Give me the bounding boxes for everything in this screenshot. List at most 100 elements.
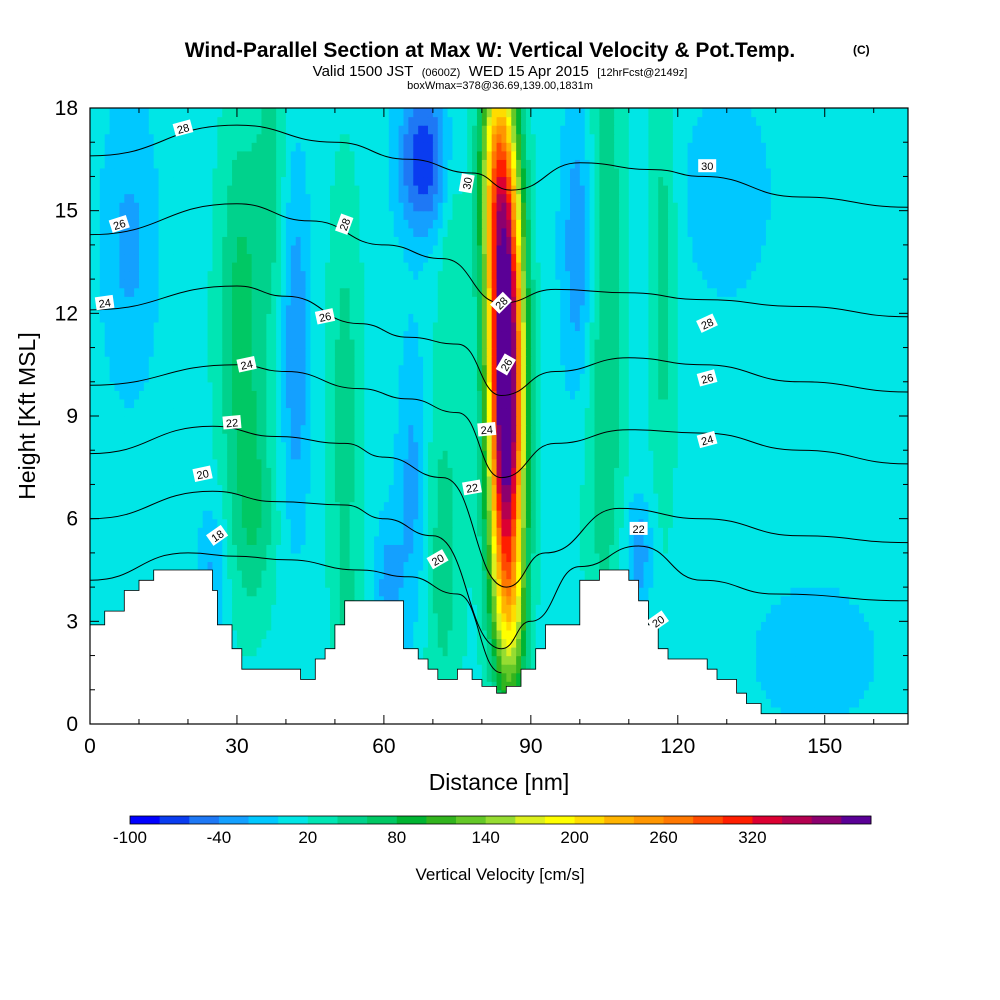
velocity-cell: [770, 561, 777, 571]
velocity-cell: [844, 647, 850, 657]
velocity-cell: [712, 552, 718, 563]
velocity-cell: [868, 518, 875, 528]
velocity-cell: [555, 612, 561, 622]
velocity-cell: [712, 484, 718, 494]
velocity-cell: [648, 595, 654, 605]
velocity-cell: [481, 629, 488, 640]
velocity-cell: [765, 612, 772, 622]
velocity-cell: [232, 527, 238, 537]
velocity-cell: [672, 638, 679, 648]
velocity-cell: [109, 518, 116, 528]
velocity-cell: [476, 527, 483, 537]
velocity-cell: [276, 527, 282, 537]
velocity-cell: [481, 578, 488, 588]
velocity-cell: [761, 681, 767, 691]
velocity-cell: [393, 510, 400, 520]
velocity-cell: [731, 578, 738, 588]
velocity-cell: [741, 621, 747, 631]
velocity-cell: [814, 595, 821, 605]
velocity-cell: [104, 552, 111, 563]
velocity-cell: [486, 655, 493, 665]
velocity-cell: [452, 475, 458, 486]
velocity-cell: [423, 484, 429, 494]
velocity-cell: [751, 621, 757, 631]
velocity-cell: [648, 552, 654, 563]
velocity-cell: [844, 629, 850, 640]
velocity-cell: [232, 535, 238, 545]
velocity-cell: [516, 493, 522, 503]
velocity-cell: [143, 527, 150, 537]
velocity-cell: [163, 510, 169, 520]
velocity-cell: [330, 475, 336, 486]
velocity-cell: [810, 706, 816, 717]
velocity-cell: [868, 493, 875, 503]
velocity-cell: [330, 493, 336, 503]
velocity-cell: [829, 552, 836, 563]
velocity-cell: [716, 587, 723, 597]
velocity-cell: [295, 544, 302, 554]
velocity-cell: [271, 510, 277, 520]
velocity-cell: [844, 493, 850, 503]
velocity-cell: [540, 612, 547, 622]
velocity-cell: [888, 570, 894, 580]
velocity-cell: [663, 475, 669, 486]
velocity-cell: [305, 510, 312, 520]
velocity-cell: [442, 655, 449, 665]
velocity-cell: [795, 518, 801, 528]
velocity-cell: [893, 535, 899, 545]
velocity-cell: [506, 664, 512, 674]
velocity-cell: [638, 570, 645, 580]
velocity-cell: [535, 629, 542, 640]
velocity-cell: [124, 518, 130, 528]
velocity-cell: [212, 493, 218, 503]
velocity-cell: [491, 484, 498, 494]
velocity-cell: [246, 535, 253, 545]
velocity-cell: [501, 578, 507, 588]
velocity-cell: [496, 621, 503, 631]
velocity-cell: [334, 475, 341, 486]
velocity-cell: [472, 552, 478, 563]
velocity-cell: [839, 595, 845, 605]
velocity-cell: [677, 493, 684, 503]
velocity-cell: [677, 570, 684, 580]
velocity-cell: [805, 672, 811, 682]
velocity-cell: [94, 587, 101, 597]
velocity-cell: [868, 706, 875, 717]
velocity-cell: [530, 638, 537, 648]
velocity-cell: [893, 570, 899, 580]
velocity-cell: [878, 706, 885, 717]
velocity-cell: [447, 467, 454, 477]
velocity-cell: [570, 587, 576, 597]
velocity-cell: [672, 578, 679, 588]
velocity-cell: [486, 510, 493, 520]
velocity-cell: [854, 629, 860, 640]
velocity-cell: [300, 621, 307, 631]
velocity-cell: [506, 535, 512, 545]
velocity-cell: [819, 595, 826, 605]
velocity-cell: [271, 629, 277, 640]
velocity-cell: [148, 544, 155, 554]
velocity-cell: [810, 552, 816, 563]
velocity-cell: [276, 595, 282, 605]
velocity-cell: [476, 672, 483, 682]
velocity-cell: [545, 518, 552, 528]
velocity-cell: [427, 647, 434, 657]
velocity-cell: [814, 672, 821, 682]
velocity-cell: [746, 578, 752, 588]
velocity-cell: [281, 561, 287, 571]
velocity-cell: [138, 527, 145, 537]
velocity-cell: [354, 510, 360, 520]
velocity-cell: [129, 544, 135, 554]
velocity-cell: [721, 570, 728, 580]
velocity-cell: [374, 570, 380, 580]
velocity-cell: [854, 655, 860, 665]
velocity-cell: [521, 467, 527, 477]
velocity-cell: [124, 527, 130, 537]
velocity-cell: [383, 544, 390, 554]
velocity-cell: [90, 595, 96, 605]
velocity-cell: [780, 689, 787, 699]
velocity-cell: [290, 501, 297, 511]
velocity-cell: [643, 510, 649, 520]
velocity-cell: [427, 664, 434, 674]
velocity-cell: [800, 570, 806, 580]
